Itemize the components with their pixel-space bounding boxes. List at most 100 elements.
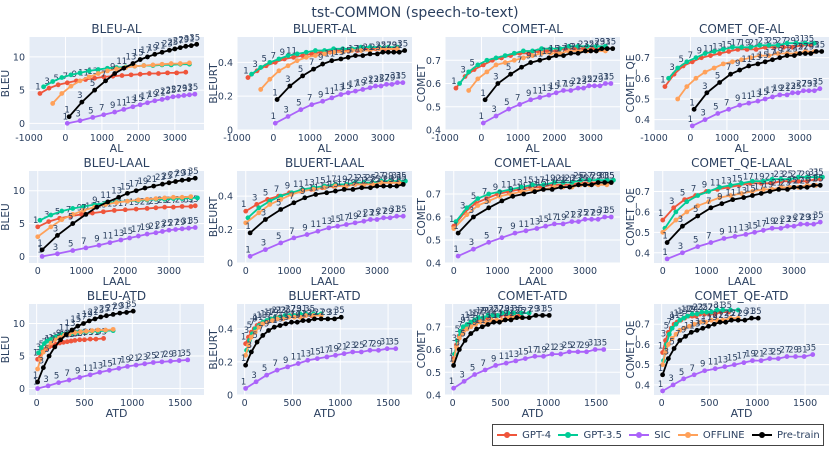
data-point-offline[interactable]: [748, 55, 754, 61]
data-point-sic[interactable]: [173, 227, 178, 232]
data-point-pre-train[interactable]: [248, 349, 254, 355]
data-point-offline[interactable]: [477, 319, 483, 325]
data-point-gpt-3-5[interactable]: [673, 209, 679, 215]
data-point-offline[interactable]: [660, 229, 666, 235]
data-point-pre-train[interactable]: [694, 327, 700, 333]
data-point-gpt-3-5[interactable]: [748, 44, 754, 50]
data-point-sic[interactable]: [566, 349, 572, 355]
data-point-pre-train[interactable]: [526, 315, 532, 321]
data-point-sic[interactable]: [77, 375, 83, 380]
data-point-sic[interactable]: [272, 120, 278, 126]
legend-item-offline[interactable]: OFFLINE: [677, 430, 745, 441]
data-point-gpt-4[interactable]: [660, 217, 666, 223]
data-point-sic[interactable]: [320, 98, 326, 104]
data-point-sic[interactable]: [345, 90, 351, 96]
data-point-sic[interactable]: [784, 92, 790, 98]
data-point-sic[interactable]: [702, 368, 708, 374]
data-point-sic[interactable]: [142, 361, 148, 367]
data-point-gpt-4[interactable]: [68, 338, 74, 344]
data-point-offline[interactable]: [59, 91, 65, 96]
data-point-sic[interactable]: [274, 367, 280, 373]
data-point-offline[interactable]: [760, 187, 766, 192]
data-point-sic[interactable]: [56, 380, 62, 386]
data-point-sic[interactable]: [324, 354, 330, 360]
data-point-offline[interactable]: [520, 55, 526, 61]
data-point-pre-train[interactable]: [66, 114, 72, 120]
data-point-pre-train[interactable]: [595, 180, 601, 185]
data-point-pre-train[interactable]: [40, 365, 46, 371]
data-point-sic[interactable]: [558, 351, 564, 357]
data-point-sic[interactable]: [243, 385, 249, 391]
data-point-pre-train[interactable]: [599, 46, 605, 52]
data-point-gpt-4[interactable]: [188, 204, 194, 209]
data-point-gpt-3-5[interactable]: [526, 310, 532, 316]
data-point-gpt-3-5[interactable]: [539, 46, 545, 52]
data-point-offline[interactable]: [318, 313, 324, 318]
data-point-offline[interactable]: [141, 63, 147, 68]
data-point-sic[interactable]: [343, 222, 349, 227]
data-point-offline[interactable]: [86, 74, 92, 80]
data-point-gpt-3-5[interactable]: [490, 312, 496, 318]
data-point-sic[interactable]: [393, 346, 399, 352]
data-point-sic[interactable]: [750, 358, 755, 364]
data-point-gpt-4[interactable]: [165, 70, 170, 76]
data-point-offline[interactable]: [717, 195, 723, 200]
data-point-gpt-4[interactable]: [453, 85, 459, 91]
data-point-sic[interactable]: [543, 223, 549, 229]
data-point-sic[interactable]: [168, 358, 173, 364]
data-point-gpt-3-5[interactable]: [530, 48, 535, 54]
data-point-pre-train[interactable]: [117, 310, 123, 316]
data-point-pre-train[interactable]: [567, 184, 573, 190]
data-point-sic[interactable]: [721, 236, 727, 241]
data-point-sic[interactable]: [118, 237, 124, 243]
data-point-pre-train[interactable]: [318, 316, 324, 322]
data-point-gpt-4[interactable]: [64, 80, 70, 86]
data-point-pre-train[interactable]: [332, 316, 337, 322]
data-point-sic[interactable]: [179, 226, 185, 232]
data-point-sic[interactable]: [503, 360, 509, 366]
data-point-sic[interactable]: [806, 88, 812, 94]
data-point-sic[interactable]: [601, 347, 607, 352]
data-point-gpt-3-5[interactable]: [294, 51, 300, 57]
data-point-pre-train[interactable]: [274, 97, 280, 102]
data-point-sic[interactable]: [582, 216, 588, 222]
data-point-gpt-3-5[interactable]: [511, 50, 517, 56]
data-point-pre-train[interactable]: [83, 211, 89, 217]
data-point-gpt-3-5[interactable]: [706, 189, 712, 194]
data-point-pre-train[interactable]: [451, 363, 457, 368]
data-point-sic[interactable]: [64, 120, 70, 126]
data-point-gpt-4[interactable]: [144, 206, 150, 211]
data-point-gpt-3-5[interactable]: [249, 71, 254, 77]
data-point-gpt-4[interactable]: [712, 311, 718, 317]
data-point-gpt-4[interactable]: [133, 206, 139, 212]
data-point-sic[interactable]: [715, 111, 721, 116]
data-point-gpt-3-5[interactable]: [77, 70, 83, 76]
data-point-offline[interactable]: [663, 350, 668, 355]
data-point-offline[interactable]: [243, 352, 249, 358]
data-point-gpt-3-5[interactable]: [784, 40, 790, 46]
data-point-sic[interactable]: [812, 88, 817, 94]
data-point-gpt-4[interactable]: [46, 85, 52, 91]
data-point-gpt-3-5[interactable]: [560, 180, 566, 185]
data-point-pre-train[interactable]: [575, 50, 581, 56]
data-point-offline[interactable]: [168, 61, 174, 66]
data-point-sic[interactable]: [135, 233, 141, 239]
data-point-gpt-4[interactable]: [101, 336, 106, 341]
data-point-pre-train[interactable]: [750, 193, 755, 198]
data-point-pre-train[interactable]: [546, 312, 552, 318]
data-point-sic[interactable]: [680, 250, 685, 256]
data-point-offline[interactable]: [539, 50, 545, 56]
data-point-pre-train[interactable]: [247, 230, 253, 236]
data-point-pre-train[interactable]: [374, 51, 380, 57]
data-point-sic[interactable]: [368, 217, 373, 222]
data-point-sic[interactable]: [752, 229, 758, 235]
data-point-pre-train[interactable]: [291, 200, 297, 206]
data-point-pre-train[interactable]: [130, 308, 136, 314]
data-point-pre-train[interactable]: [324, 190, 330, 196]
data-point-pre-train[interactable]: [491, 319, 497, 325]
data-point-gpt-3-5[interactable]: [812, 40, 817, 46]
data-point-sic[interactable]: [176, 358, 182, 363]
data-point-pre-train[interactable]: [338, 56, 344, 62]
data-point-gpt-4[interactable]: [128, 72, 134, 78]
data-point-sic[interactable]: [581, 85, 586, 91]
